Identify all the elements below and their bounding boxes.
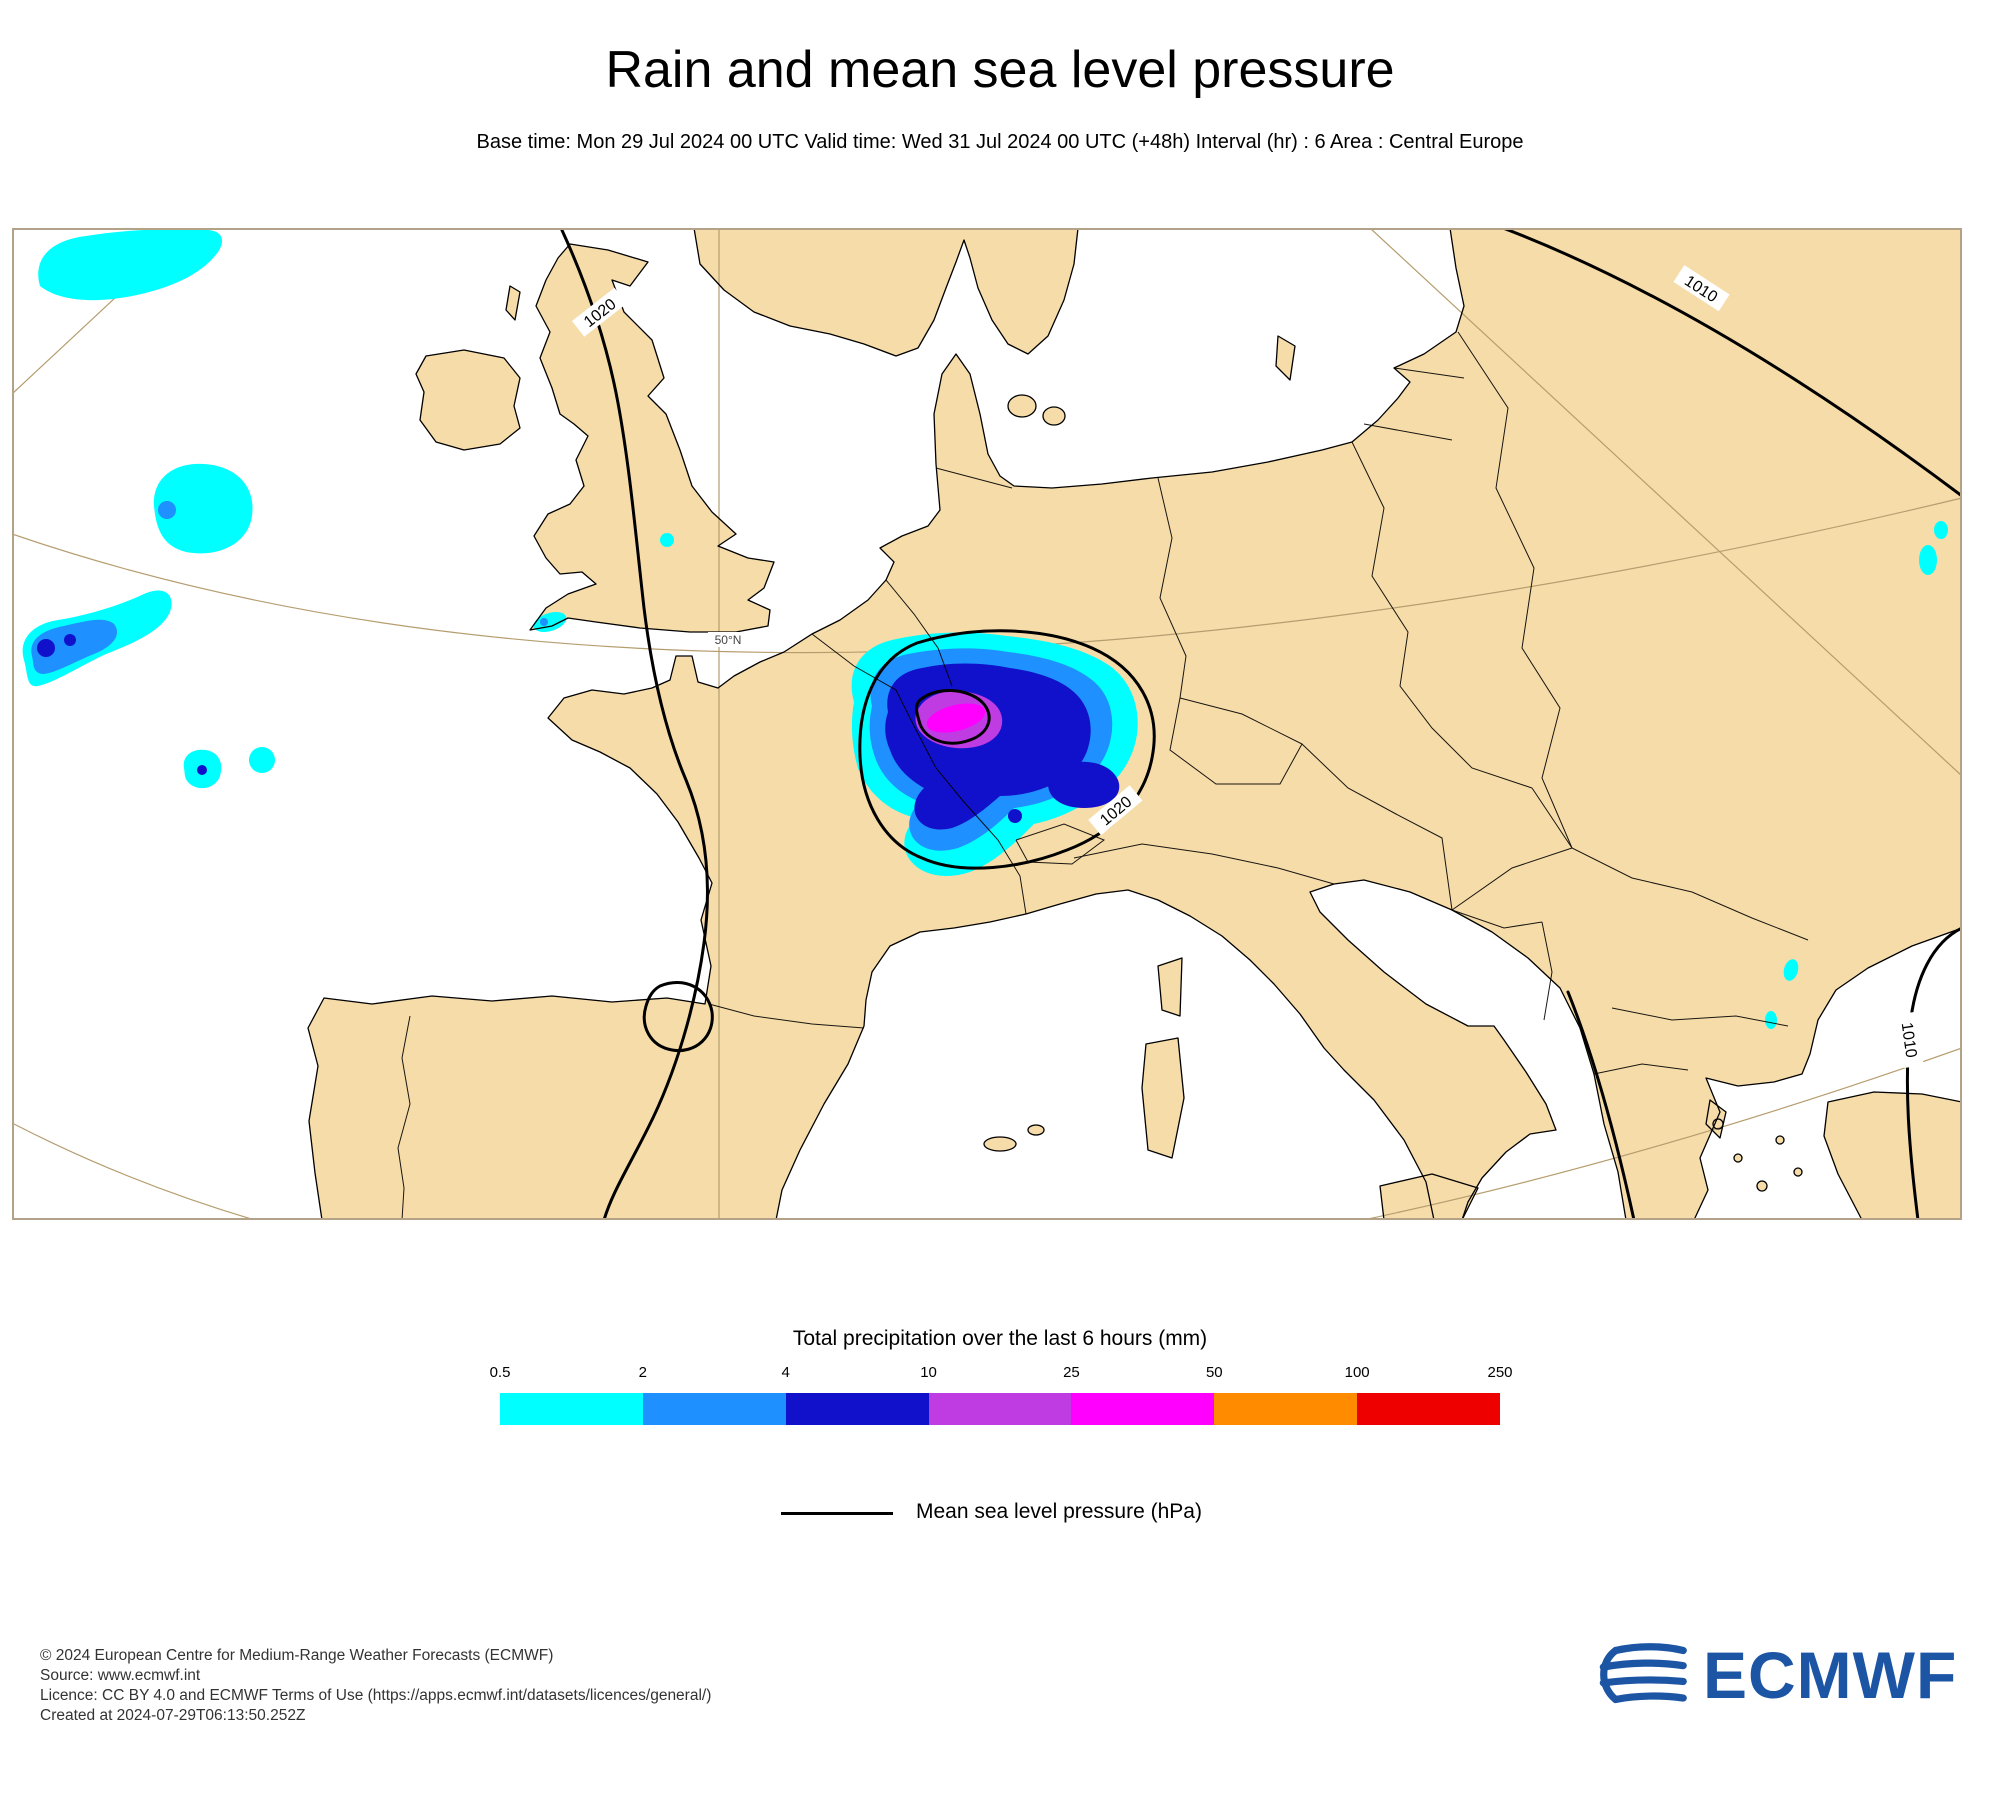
legend-tick: 50 <box>1205 1364 1223 1381</box>
legend-color-segment <box>785 1393 929 1425</box>
legend-ticks: 0.5 2 4 10 25 50 100 250 <box>490 1364 1513 1382</box>
legend-color-segment <box>1357 1393 1501 1425</box>
precipitation-layer <box>22 229 1948 1029</box>
latitude-label-50n: 50°N <box>715 633 742 647</box>
footer: © 2024 European Centre for Medium-Range … <box>40 1646 711 1726</box>
mslp-line-sample <box>781 1512 893 1515</box>
footer-created: Created at 2024-07-29T06:13:50.252Z <box>40 1707 306 1724</box>
legend-colorbar <box>500 1393 1501 1425</box>
legend-color-segment <box>642 1393 786 1425</box>
chart-subtitle: Base time: Mon 29 Jul 2024 00 UTC Valid … <box>476 131 1524 153</box>
map-area: 1020 1020 1010 1010 50°N <box>12 228 1962 1220</box>
legend-tick: 2 <box>638 1364 648 1381</box>
legend-color-segment <box>500 1393 643 1425</box>
footer-licence: Licence: CC BY 4.0 and ECMWF Terms of Us… <box>40 1687 712 1704</box>
legend-tick: 0.5 <box>489 1364 511 1381</box>
legend-tick: 4 <box>781 1364 790 1381</box>
ecmwf-globe-icon <box>1599 1643 1687 1704</box>
footer-copyright: © 2024 European Centre for Medium-Range … <box>40 1647 554 1664</box>
country-borders <box>397 331 1809 1220</box>
legend-tick: 100 <box>1344 1364 1370 1381</box>
isobar-label-1010-se: 1010 <box>1898 1021 1920 1059</box>
legend-color-segment <box>1214 1393 1358 1425</box>
footer-source: Source: www.ecmwf.int <box>40 1667 201 1684</box>
legend-tick: 25 <box>1063 1364 1080 1381</box>
map-frame <box>12 228 1962 1220</box>
legend-color-segment <box>928 1393 1072 1425</box>
legend-color-segment <box>1071 1393 1215 1425</box>
mslp-label: Mean sea level pressure (hPa) <box>916 1500 1202 1523</box>
ecmwf-logo: ECMWF <box>1594 1630 1957 1720</box>
legend-tick: 250 <box>1487 1364 1513 1381</box>
legend-precip-title: Total precipitation over the last 6 hour… <box>792 1327 1208 1350</box>
ecmwf-logo-text: ECMWF <box>1703 1638 1958 1712</box>
chart-title: Rain and mean sea level pressure <box>605 41 1395 99</box>
legend-tick: 10 <box>920 1364 937 1381</box>
weather-map: 1020 1020 1010 1010 50°N <box>12 228 1962 1220</box>
